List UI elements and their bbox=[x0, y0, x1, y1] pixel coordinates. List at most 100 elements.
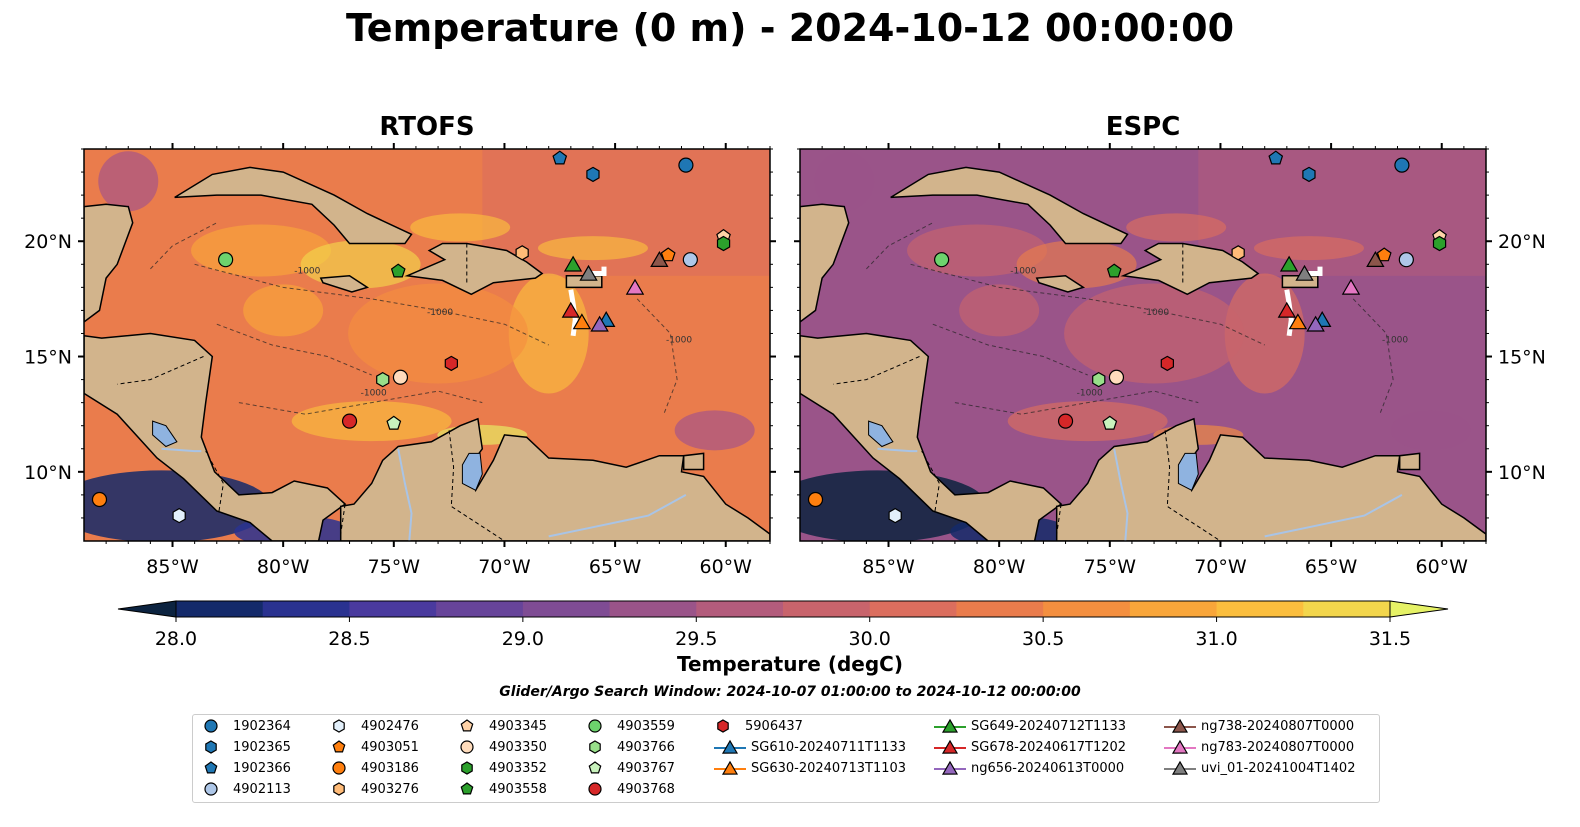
warm-anomaly bbox=[1064, 283, 1245, 384]
colorbar-tick-label: 31.5 bbox=[1369, 628, 1411, 650]
marker-4902476 bbox=[172, 507, 186, 524]
circle-icon bbox=[588, 782, 602, 796]
marker-1902364 bbox=[1394, 157, 1410, 173]
border-line bbox=[921, 450, 940, 512]
warm-anomaly bbox=[1253, 236, 1364, 261]
legend-item: 4903767 bbox=[585, 759, 675, 777]
legend-label: ng738-20240807T0000 bbox=[1201, 718, 1355, 734]
land-yucatan bbox=[800, 203, 850, 323]
land-hispaniola bbox=[404, 242, 544, 296]
warm-anomaly bbox=[243, 284, 324, 337]
legend-item: ng656-20240613T0000 bbox=[933, 759, 1124, 777]
legend-label: 1902364 bbox=[233, 718, 291, 734]
colorbar-segment bbox=[869, 601, 957, 617]
marker-1902366 bbox=[552, 150, 568, 165]
legend-item: SG610-20240711T1133 bbox=[713, 738, 906, 756]
legend-label: 1902365 bbox=[233, 739, 291, 755]
circle-icon bbox=[204, 719, 218, 733]
marker-4903559 bbox=[218, 252, 234, 268]
colorbar-segment bbox=[262, 601, 350, 617]
legend: 1902364 1902365 1902366 4902113 4902476 49030… bbox=[192, 714, 1380, 803]
land-cuba bbox=[174, 166, 413, 245]
bathymetry-contour bbox=[150, 222, 218, 270]
legend-label: 4903352 bbox=[489, 760, 547, 776]
marker-uvi_01-20241004T1402 bbox=[1295, 264, 1314, 281]
contour-label: -1000 bbox=[361, 389, 387, 399]
marker-4903767 bbox=[386, 415, 402, 430]
legend-marker bbox=[941, 718, 959, 733]
river bbox=[548, 494, 687, 538]
legend-item: 4902113 bbox=[201, 780, 291, 798]
legend-marker bbox=[204, 761, 218, 774]
hexagon-icon bbox=[333, 719, 345, 733]
marker-1902365 bbox=[1302, 166, 1316, 183]
triangle-icon bbox=[1164, 718, 1196, 733]
legend-marker bbox=[332, 761, 346, 775]
legend-label: 4903350 bbox=[489, 739, 547, 755]
cool-anomaly bbox=[814, 151, 875, 212]
circle-icon bbox=[204, 782, 218, 796]
river bbox=[1264, 494, 1403, 538]
marker-4903766 bbox=[376, 371, 390, 388]
colorbar-tick-label: 30.5 bbox=[1022, 628, 1064, 650]
border-line bbox=[117, 356, 204, 385]
border-line bbox=[833, 356, 920, 385]
circle-icon bbox=[332, 761, 346, 775]
bathymetry-contour bbox=[216, 323, 372, 376]
colorbar-segment bbox=[1216, 601, 1304, 617]
marker-SG649-20240712T1133 bbox=[1279, 255, 1299, 272]
legend-item: uvi_01-20241004T1402 bbox=[1163, 759, 1355, 777]
legend-label: 1902366 bbox=[233, 760, 291, 776]
circle-icon bbox=[588, 719, 602, 733]
warm-anomaly bbox=[1007, 401, 1168, 442]
land-yucatan bbox=[84, 203, 134, 323]
legend-label: 4903186 bbox=[361, 760, 419, 776]
cool-anomaly bbox=[98, 151, 159, 212]
triangle-icon bbox=[934, 760, 966, 775]
lat-tick-label: 10°N bbox=[1498, 462, 1546, 484]
colorbar-segment bbox=[1129, 601, 1218, 617]
legend-label: 4903345 bbox=[489, 718, 547, 734]
legend-marker bbox=[204, 719, 218, 733]
warm-anomaly bbox=[1126, 213, 1227, 242]
lat-tick-label: 20°N bbox=[1498, 231, 1546, 253]
land-southamerica bbox=[1055, 417, 1486, 541]
colorbar-tick-label: 28.5 bbox=[328, 628, 370, 650]
legend-item: 1902365 bbox=[201, 738, 291, 756]
colorbar-under-extend bbox=[117, 600, 177, 618]
colorbar-segment bbox=[696, 601, 784, 617]
marker-uvi_01-20241004T1402 bbox=[579, 264, 598, 281]
colorbar-tick-label: 29.5 bbox=[675, 628, 717, 650]
contour-label: -1000 bbox=[666, 336, 692, 346]
warm-anomaly bbox=[537, 236, 648, 261]
marker-4903558 bbox=[390, 263, 406, 278]
bathymetry-contour bbox=[1352, 298, 1394, 415]
legend-label: uvi_01-20241004T1402 bbox=[1201, 760, 1356, 776]
colorbar-segment bbox=[176, 601, 264, 617]
border-line bbox=[205, 450, 224, 512]
border-line bbox=[1164, 430, 1221, 541]
contour-label: -1000 bbox=[1077, 389, 1103, 399]
marker-ng783-20240807T0000 bbox=[625, 278, 645, 295]
marker-SG630-20240713T1103 bbox=[572, 313, 592, 330]
land-hispaniola bbox=[1120, 242, 1260, 296]
marker-4903768 bbox=[1057, 413, 1074, 429]
main-title: Temperature (0 m) - 2024-10-12 00:00:00 bbox=[345, 6, 1235, 50]
marker-4903051 bbox=[660, 247, 676, 262]
lake-0 bbox=[461, 452, 483, 491]
legend-item: 4903276 bbox=[329, 780, 419, 798]
lon-tick-label: 80°W bbox=[257, 556, 310, 578]
pentagon-icon bbox=[588, 761, 602, 774]
marker-ng656-20240613T0000 bbox=[1306, 315, 1325, 332]
warm-anomaly bbox=[508, 273, 589, 394]
legend-item: 4903051 bbox=[329, 738, 419, 756]
legend-item: SG678-20240617T1202 bbox=[933, 738, 1126, 756]
legend-marker bbox=[332, 740, 346, 753]
colorbar-tick-label: 30.0 bbox=[849, 628, 891, 650]
triangle-icon bbox=[1164, 739, 1196, 754]
legend-item: 4902476 bbox=[329, 717, 419, 735]
search-window-text: Glider/Argo Search Window: 2024-10-07 01… bbox=[499, 684, 1081, 700]
marker-SG630-20240713T1103 bbox=[1288, 313, 1308, 330]
triangle-icon bbox=[934, 718, 966, 733]
